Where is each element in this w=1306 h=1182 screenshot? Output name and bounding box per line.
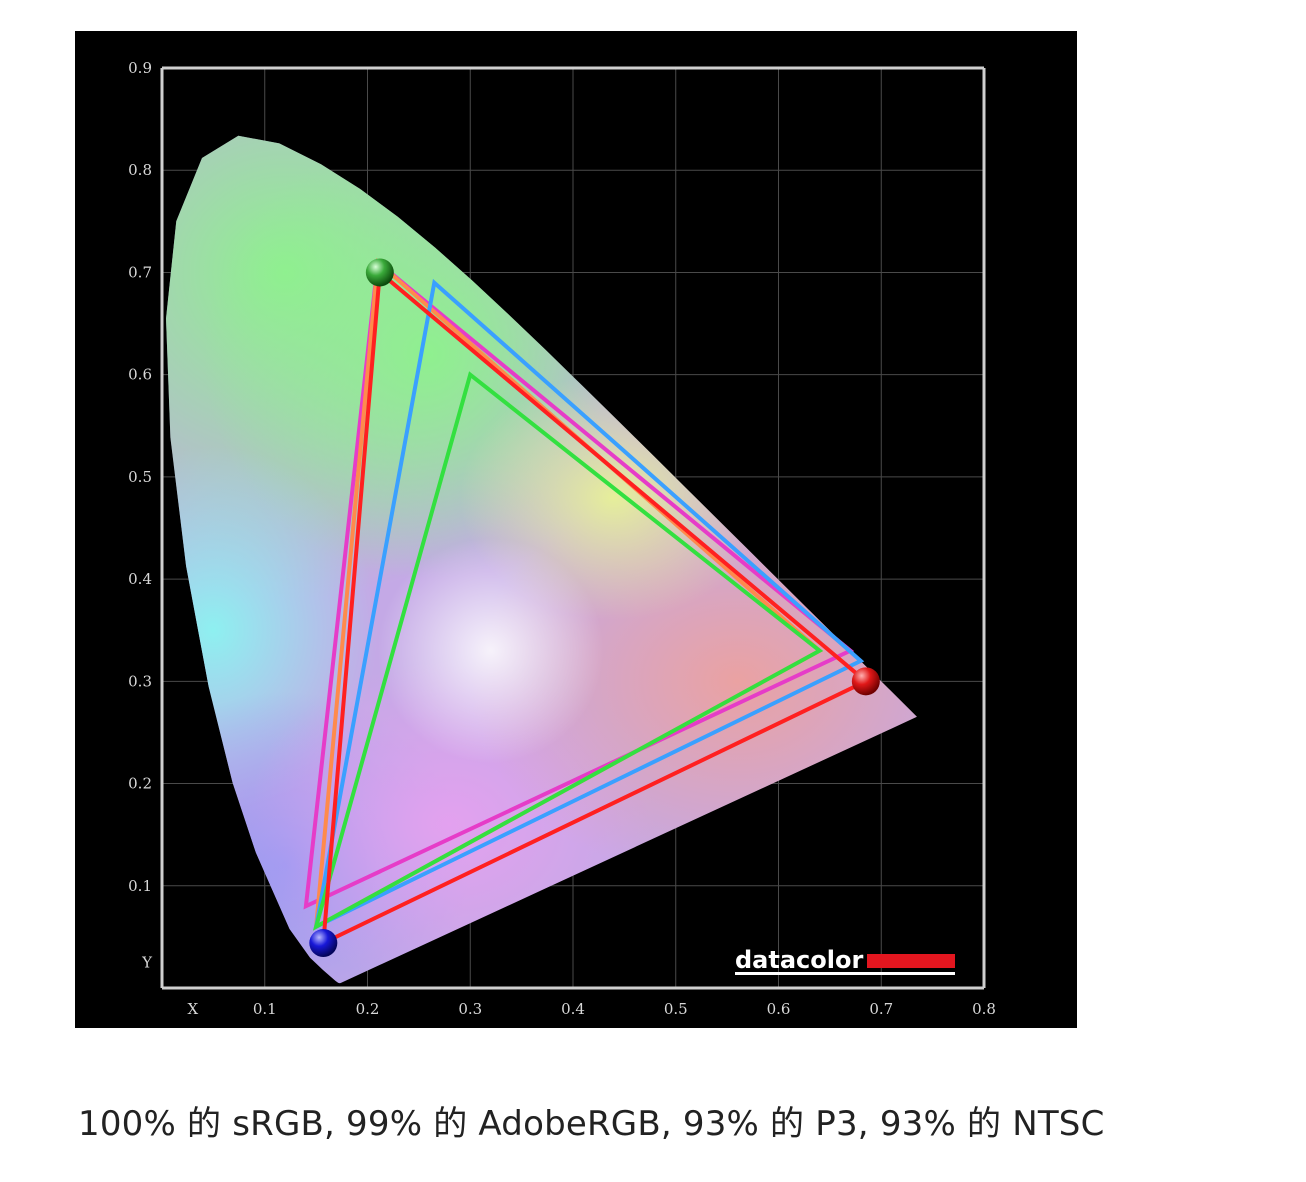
x-tick-label: 0.3 — [458, 1000, 482, 1018]
logo-bar — [867, 954, 955, 968]
datacolor-logo: datacolor — [735, 946, 955, 975]
x-tick-label: 0.2 — [356, 1000, 380, 1018]
logo-text: datacolor — [735, 946, 863, 974]
gamut-ntsc — [303, 258, 855, 910]
y-tick-label: 0.3 — [128, 672, 152, 690]
y-tick-label: 0.1 — [128, 877, 152, 895]
x-tick-label: 0.7 — [869, 1000, 893, 1018]
gamut-display — [321, 268, 870, 947]
x-tick-label: 0.8 — [972, 1000, 996, 1018]
primary-markers — [309, 258, 880, 958]
x-tick-label: 0.5 — [664, 1000, 688, 1018]
x-tick-label: 0.6 — [767, 1000, 791, 1018]
axes: 0.1 0.2 0.3 0.4 0.5 0.6 0.7 0.8 0.1 0.2 0.3 0.4 0.5 0… — [128, 59, 996, 1018]
x-tick-label: 0.4 — [561, 1000, 585, 1018]
y-tick-label: 0.4 — [128, 570, 152, 588]
green-primary-marker — [365, 258, 394, 287]
blue-primary-marker — [309, 929, 338, 958]
locus-colors — [166, 135, 917, 984]
gamut-chart: 0.1 0.2 0.3 0.4 0.5 0.6 0.7 0.8 0.1 0.2 0.3 0.4 0.5 0… — [75, 31, 1077, 1028]
gamut-srgb — [312, 371, 824, 931]
y-tick-label: 0.6 — [128, 366, 152, 384]
x-axis-label: X — [187, 1000, 198, 1018]
x-tick-label: 0.1 — [253, 1000, 277, 1018]
chromaticity-diagram: 0.1 0.2 0.3 0.4 0.5 0.6 0.7 0.8 0.1 0.2 0.3 0.4 0.5 0… — [128, 59, 996, 1018]
logo-underline — [735, 972, 955, 975]
red-primary-marker — [851, 667, 880, 696]
y-tick-label: 0.7 — [128, 263, 152, 281]
y-tick-label: 0.5 — [128, 468, 152, 486]
y-axis-label: Y — [141, 953, 153, 971]
coverage-caption: 100% 的 sRGB, 99% 的 AdobeRGB, 93% 的 P3, 9… — [78, 1104, 1105, 1144]
y-tick-label: 0.9 — [128, 59, 152, 77]
gamut-triangles — [303, 258, 870, 947]
gamut-p3 — [313, 278, 865, 931]
y-tick-label: 0.2 — [128, 775, 152, 793]
y-tick-label: 0.8 — [128, 161, 152, 179]
spectral-locus — [166, 135, 917, 984]
locus-color-blob — [377, 538, 604, 764]
